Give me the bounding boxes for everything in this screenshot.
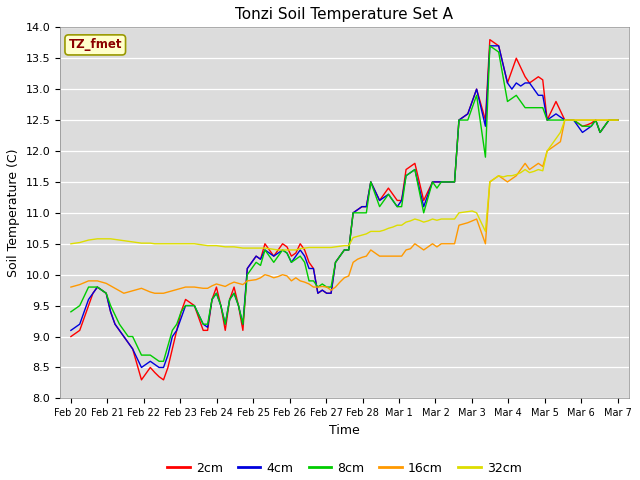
2cm (486, 37, 493, 43)
4cm (614, 117, 621, 123)
2cm (212, 284, 220, 290)
8cm (212, 290, 220, 296)
16cm (212, 281, 220, 287)
8cm (486, 43, 493, 48)
16cm (67, 284, 75, 290)
16cm (543, 148, 551, 154)
Line: 8cm: 8cm (71, 46, 618, 361)
32cm (208, 243, 216, 249)
2cm (534, 74, 542, 80)
8cm (156, 359, 163, 364)
32cm (543, 148, 551, 154)
8cm (200, 321, 207, 327)
8cm (548, 117, 556, 123)
4cm (548, 114, 556, 120)
4cm (534, 93, 542, 98)
8cm (411, 167, 419, 172)
32cm (195, 241, 203, 247)
16cm (530, 164, 538, 169)
16cm (588, 117, 595, 123)
2cm (138, 377, 145, 383)
4cm (138, 365, 145, 371)
X-axis label: Time: Time (329, 424, 360, 437)
Line: 4cm: 4cm (71, 46, 618, 368)
16cm (561, 117, 569, 123)
4cm (588, 123, 595, 129)
8cm (614, 117, 621, 123)
Text: TZ_fmet: TZ_fmet (68, 38, 122, 51)
2cm (411, 160, 419, 166)
Legend: 2cm, 4cm, 8cm, 16cm, 32cm: 2cm, 4cm, 8cm, 16cm, 32cm (162, 456, 527, 480)
16cm (200, 286, 207, 291)
8cm (534, 105, 542, 110)
2cm (67, 334, 75, 339)
2cm (588, 120, 595, 126)
32cm (588, 117, 595, 123)
Y-axis label: Soil Temperature (C): Soil Temperature (C) (7, 149, 20, 277)
Line: 32cm: 32cm (71, 120, 618, 250)
8cm (588, 123, 595, 129)
Line: 2cm: 2cm (71, 40, 618, 380)
4cm (486, 43, 493, 48)
4cm (67, 327, 75, 333)
2cm (614, 117, 621, 123)
4cm (411, 167, 419, 172)
32cm (614, 117, 621, 123)
2cm (548, 108, 556, 114)
Title: Tonzi Soil Temperature Set A: Tonzi Soil Temperature Set A (236, 7, 453, 22)
4cm (212, 290, 220, 296)
2cm (200, 327, 207, 333)
32cm (67, 241, 75, 247)
4cm (200, 321, 207, 327)
32cm (275, 247, 282, 253)
16cm (120, 290, 127, 296)
16cm (614, 117, 621, 123)
Line: 16cm: 16cm (71, 120, 618, 293)
32cm (411, 216, 419, 222)
32cm (530, 168, 538, 174)
8cm (67, 309, 75, 315)
16cm (411, 241, 419, 247)
32cm (561, 117, 569, 123)
